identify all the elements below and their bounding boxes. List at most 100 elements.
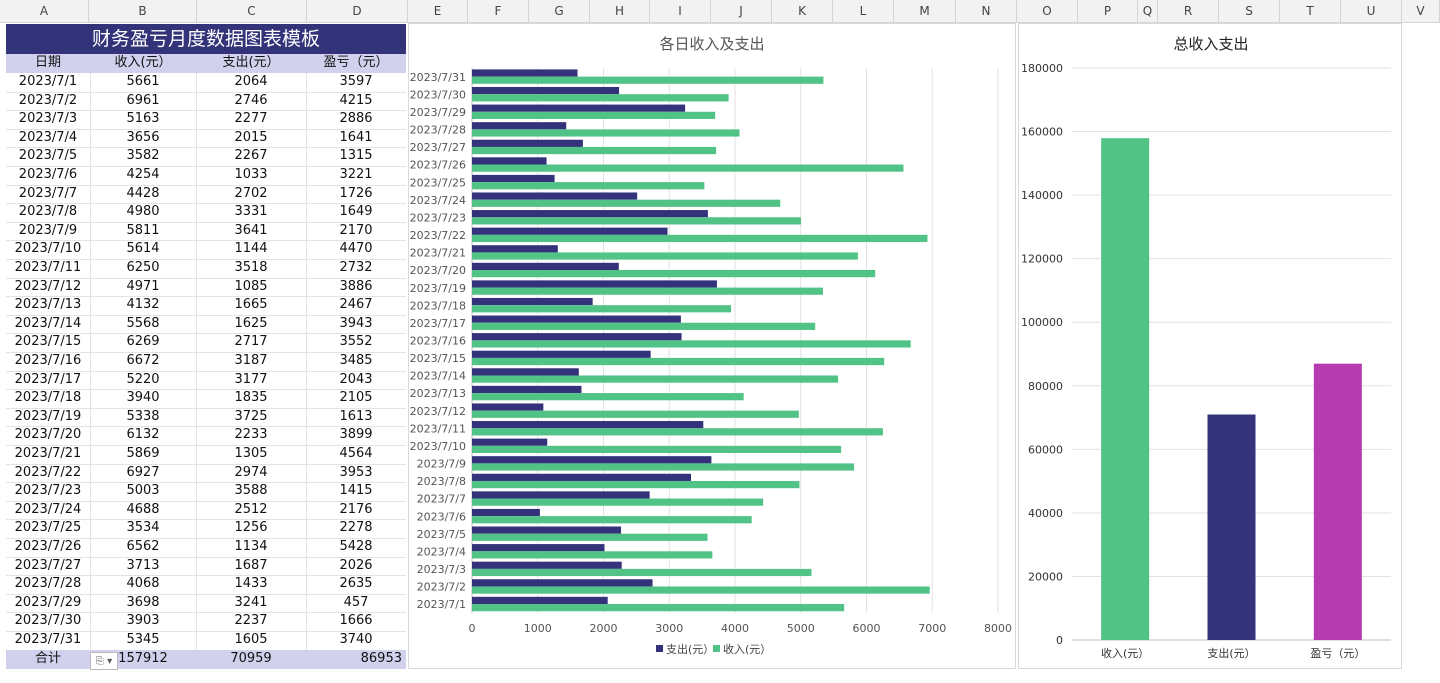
date-cell[interactable]: 2023/7/3 [18, 111, 78, 127]
expense-cell[interactable]: 2267 [234, 148, 268, 164]
column-header-g[interactable]: G [529, 0, 590, 22]
expense-cell[interactable]: 2717 [234, 334, 268, 350]
header-date[interactable]: 日期 [34, 55, 61, 70]
income-bar[interactable] [472, 393, 744, 401]
total-chart[interactable]: 总收入支出 0 20000 40000 60000 80000 100000 120000 14… [1018, 23, 1402, 669]
income-cell[interactable]: 5163 [126, 111, 160, 127]
expense-bar[interactable] [472, 403, 544, 411]
profit-cell[interactable]: 3740 [339, 632, 373, 647]
income-cell[interactable]: 6927 [126, 464, 160, 480]
income-bar[interactable] [472, 287, 823, 295]
expense-bar[interactable] [472, 438, 548, 446]
income-cell[interactable]: 4132 [126, 297, 160, 313]
income-cell[interactable]: 4688 [126, 501, 160, 517]
column-header-m[interactable]: M [894, 0, 956, 22]
expense-bar[interactable] [472, 104, 686, 112]
date-cell[interactable]: 2023/7/31 [14, 632, 82, 647]
column-header-u[interactable]: U [1341, 0, 1402, 22]
expense-cell[interactable]: 1085 [234, 278, 268, 294]
sheet-title[interactable]: 财务盈亏月度数据图表模板 [6, 24, 406, 54]
profit-cell[interactable]: 3953 [339, 464, 373, 480]
income-cell[interactable]: 4980 [126, 204, 160, 220]
income-cell[interactable]: 5345 [126, 632, 160, 647]
expense-cell[interactable]: 2237 [234, 613, 268, 629]
expense-bar[interactable] [472, 350, 651, 358]
date-cell[interactable]: 2023/7/8 [18, 204, 78, 220]
profit-cell[interactable]: 2176 [339, 501, 373, 517]
expense-cell[interactable]: 2233 [234, 427, 268, 443]
profit-cell[interactable]: 2026 [339, 557, 373, 573]
expense-bar[interactable] [472, 333, 682, 341]
income-bar[interactable] [472, 445, 842, 454]
profit-cell[interactable]: 3899 [339, 427, 373, 443]
column-header-j[interactable]: J [711, 0, 772, 22]
header-income[interactable]: 收入(元） [114, 55, 172, 70]
column-header-d[interactable]: D [307, 0, 408, 22]
income-bar[interactable] [472, 252, 858, 260]
expense-cell[interactable]: 1144 [234, 241, 268, 257]
date-cell[interactable]: 2023/7/28 [14, 576, 82, 592]
profit-cell[interactable]: 2467 [339, 297, 373, 313]
date-cell[interactable]: 2023/7/20 [14, 427, 82, 443]
paste-options-icon[interactable]: ⎘ ▾ [90, 652, 118, 670]
income-cell[interactable]: 4428 [126, 185, 160, 201]
income-cell[interactable]: 3713 [126, 557, 160, 573]
date-cell[interactable]: 2023/7/21 [14, 446, 82, 461]
profit-cell[interactable]: 1666 [339, 613, 373, 629]
expense-bar[interactable] [472, 526, 622, 534]
income-cell[interactable]: 6250 [126, 260, 160, 275]
column-header-c[interactable]: C [197, 0, 307, 22]
expense-bar[interactable] [472, 385, 582, 394]
income-bar[interactable] [472, 463, 855, 471]
income-bar[interactable] [472, 270, 876, 278]
income-bar[interactable] [472, 305, 732, 313]
expense-bar[interactable] [472, 86, 620, 95]
income-bar[interactable] [472, 234, 928, 243]
column-header-s[interactable]: S [1219, 0, 1280, 22]
expense-cell[interactable]: 1433 [234, 576, 268, 592]
profit-cell[interactable]: 4564 [339, 446, 373, 461]
expense-cell[interactable]: 1033 [234, 167, 268, 182]
profit-cell[interactable]: 1649 [339, 204, 373, 220]
income-bar[interactable] [472, 480, 800, 489]
expense-cell[interactable]: 3177 [234, 371, 268, 387]
date-cell[interactable]: 2023/7/25 [14, 520, 82, 536]
income-bar[interactable] [472, 568, 812, 577]
income-cell[interactable]: 5614 [126, 241, 160, 257]
expense-bar[interactable] [472, 544, 605, 552]
date-cell[interactable]: 2023/7/22 [14, 464, 82, 480]
date-cell[interactable]: 2023/7/6 [18, 167, 78, 182]
income-cell[interactable]: 4068 [126, 576, 160, 592]
income-bar[interactable] [472, 410, 799, 418]
date-cell[interactable]: 2023/7/19 [14, 408, 82, 424]
profit-cell[interactable]: 2278 [339, 520, 373, 536]
income-cell[interactable]: 4971 [126, 278, 160, 294]
expense-cell[interactable]: 1625 [234, 315, 268, 331]
expense-bar[interactable] [472, 280, 717, 288]
date-cell[interactable]: 2023/7/14 [14, 315, 82, 331]
expense-bar[interactable] [472, 122, 567, 130]
income-cell[interactable]: 5003 [126, 483, 160, 499]
profit-cell[interactable]: 1641 [339, 129, 373, 145]
date-cell[interactable]: 2023/7/15 [14, 334, 82, 350]
profit-cell[interactable]: 3943 [339, 315, 373, 331]
profit-cell[interactable]: 2732 [339, 260, 373, 275]
income-cell[interactable]: 5220 [126, 371, 160, 387]
expense-bar[interactable] [472, 596, 608, 605]
expense-cell[interactable]: 3331 [234, 204, 268, 220]
income-bar[interactable] [472, 111, 716, 119]
expense-cell[interactable]: 1687 [234, 557, 268, 573]
profit-cell[interactable]: 4215 [339, 92, 373, 108]
profit-cell[interactable]: 5428 [339, 539, 373, 554]
income-bar[interactable] [472, 604, 845, 612]
income-cell[interactable]: 6269 [126, 334, 160, 350]
income-cell[interactable]: 3903 [126, 613, 160, 629]
date-cell[interactable]: 2023/7/10 [14, 241, 82, 257]
total-profit[interactable]: 86953 [360, 651, 402, 666]
total-income[interactable]: 157912 [118, 651, 168, 666]
profit-cell[interactable]: 3886 [339, 278, 373, 294]
expense-cell[interactable]: 3187 [234, 353, 268, 368]
daily-chart[interactable]: 各日收入及支出 0 1000 2000 3000 4000 5000 6000 7000 8000… [408, 23, 1016, 669]
expense-cell[interactable]: 3588 [234, 483, 268, 499]
income-bar[interactable] [472, 586, 930, 594]
